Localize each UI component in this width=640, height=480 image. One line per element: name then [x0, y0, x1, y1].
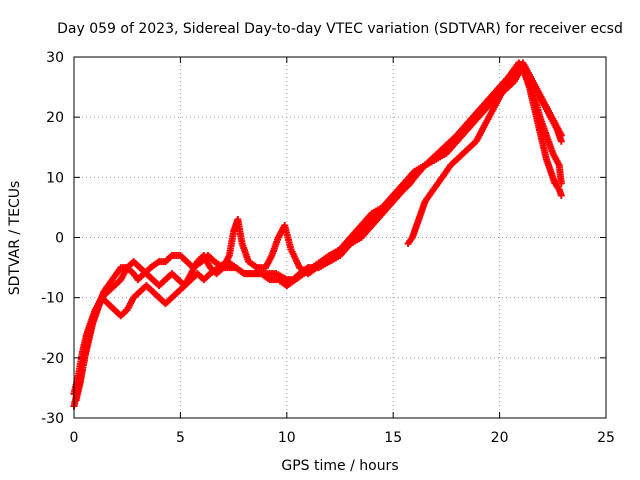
x-tick-label: 5 — [176, 430, 185, 446]
chart-title: Day 059 of 2023, Sidereal Day-to-day VTE… — [57, 21, 623, 37]
data-point — [557, 191, 565, 199]
y-tick-label: -10 — [41, 291, 64, 307]
y-tick-label: 0 — [55, 231, 64, 247]
y-tick-label: 20 — [46, 110, 64, 126]
x-tick-label: 10 — [278, 430, 296, 446]
x-tick-label: 20 — [491, 430, 509, 446]
x-tick-label: 25 — [597, 430, 615, 446]
y-tick-label: -30 — [41, 411, 64, 427]
grid-lines — [74, 57, 606, 418]
data-point — [557, 131, 565, 139]
y-axis-label: SDTVAR / TECUs — [7, 181, 23, 296]
data-markers — [70, 59, 565, 410]
x-tick-label: 15 — [384, 430, 402, 446]
x-tick-label: 0 — [70, 430, 79, 446]
data-point — [557, 179, 565, 187]
y-tick-label: 30 — [46, 50, 64, 66]
series-track-4 — [404, 65, 565, 248]
x-axis-label: GPS time / hours — [281, 458, 398, 474]
axis-ticks: 0 5 10 15 20 25 -30 -20 -10 0 10 20 30 — [41, 50, 615, 446]
y-tick-label: 10 — [46, 170, 64, 186]
data-point — [557, 137, 565, 145]
y-tick-label: -20 — [41, 351, 64, 367]
